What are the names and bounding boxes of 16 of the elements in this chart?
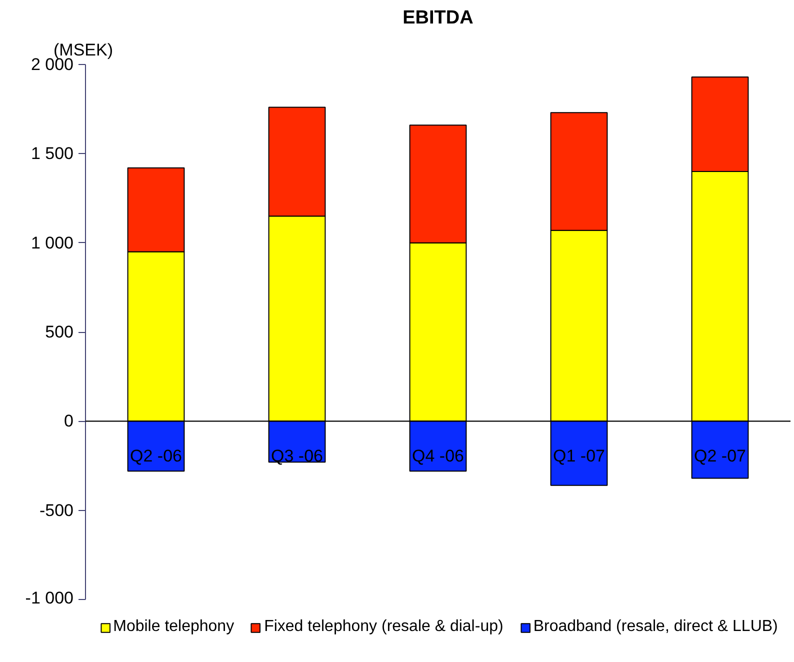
chart-title: EBITDA — [402, 8, 474, 28]
y-tick-label: 1 500 — [30, 144, 74, 164]
legend-label: Broadband (resale, direct & LLUB) — [533, 618, 778, 636]
x-tick-label: Q4 -06 — [412, 446, 464, 466]
y-axis-title: (MSEK) — [54, 40, 113, 60]
y-tick-label: -1 000 — [25, 588, 74, 608]
x-tick-label: Q1 -07 — [553, 446, 605, 466]
x-tick-label: Q3 -06 — [271, 446, 323, 466]
legend-label: Mobile telephony — [113, 618, 234, 636]
legend-label: Fixed telephony (resale & dial-up) — [264, 618, 504, 636]
y-tick-label: 0 — [64, 412, 74, 431]
y-tick-label: -500 — [39, 500, 74, 520]
x-tick-label: Q2 -07 — [694, 446, 746, 466]
y-tick-label: 500 — [45, 322, 74, 342]
x-tick-label: Q2 -06 — [130, 446, 182, 466]
y-tick-label: 1 000 — [30, 233, 74, 252]
